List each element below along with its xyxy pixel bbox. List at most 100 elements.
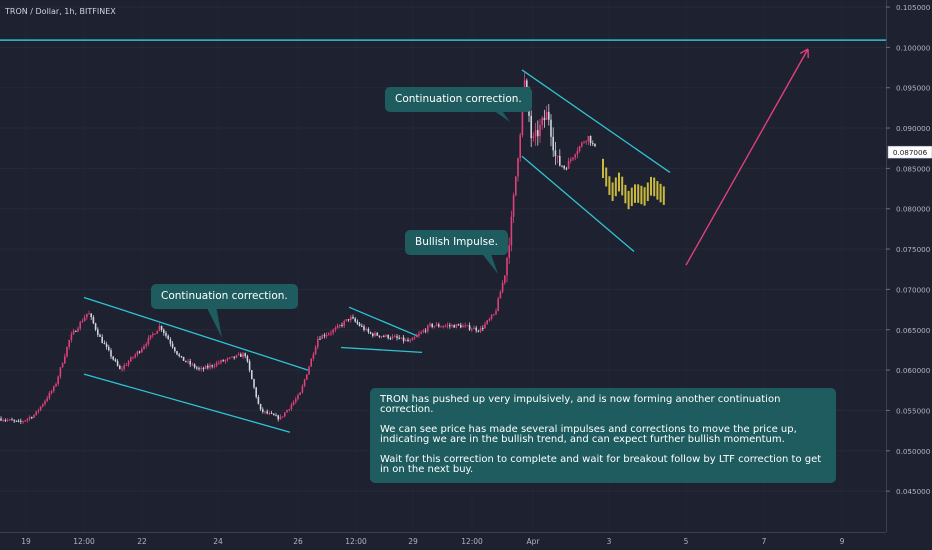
candle-body bbox=[497, 298, 499, 311]
y-tick-label: 0.085000 bbox=[896, 164, 931, 173]
projection-bar bbox=[621, 176, 624, 196]
x-tick-label: 12:00 bbox=[345, 537, 367, 546]
candle-body bbox=[330, 332, 332, 334]
candle-body bbox=[321, 335, 323, 339]
y-tick-label: 0.045000 bbox=[896, 487, 931, 496]
candle-body bbox=[156, 330, 158, 334]
candle-body bbox=[464, 325, 466, 327]
candle-body bbox=[563, 166, 565, 169]
candle-body bbox=[592, 143, 594, 145]
candle-body bbox=[440, 326, 442, 328]
candle-body bbox=[422, 330, 425, 333]
candle-body bbox=[231, 356, 233, 358]
candle-body bbox=[308, 366, 310, 375]
candle-body bbox=[15, 420, 18, 422]
candle-body bbox=[506, 257, 508, 276]
candle-body bbox=[224, 359, 227, 362]
analysis-note: TRON has pushed up very impulsively, and… bbox=[370, 388, 836, 483]
candle-body bbox=[57, 376, 59, 384]
candle-body bbox=[475, 327, 477, 331]
projection-bar bbox=[618, 172, 620, 192]
candle-body bbox=[121, 368, 123, 370]
candle-body bbox=[515, 176, 517, 196]
candle-body bbox=[193, 364, 196, 368]
candle-body bbox=[576, 151, 579, 155]
candle-body bbox=[187, 361, 189, 363]
candle-body bbox=[242, 353, 244, 357]
candle-body bbox=[75, 330, 77, 332]
candle-body bbox=[589, 135, 592, 144]
third-correction-lower-line bbox=[521, 155, 635, 252]
x-tick-label: 24 bbox=[213, 537, 223, 546]
candle-body bbox=[4, 420, 7, 422]
candle-body bbox=[174, 347, 176, 352]
candle-body bbox=[163, 329, 165, 333]
candle-body bbox=[550, 119, 552, 137]
candle-body bbox=[323, 335, 326, 337]
arrow-head bbox=[799, 48, 809, 55]
candle-body bbox=[79, 322, 81, 329]
candle-body bbox=[554, 150, 557, 157]
candle-body bbox=[207, 365, 209, 368]
candle-body bbox=[189, 361, 191, 365]
candle-body bbox=[493, 314, 495, 316]
candle-body bbox=[495, 310, 497, 315]
candle-body bbox=[55, 383, 57, 387]
projection-bar bbox=[614, 177, 617, 197]
candle-body bbox=[35, 411, 37, 415]
candle-body bbox=[400, 337, 403, 339]
candle-body bbox=[462, 325, 464, 328]
candle-body bbox=[110, 350, 112, 357]
candle-body bbox=[468, 325, 471, 330]
candle-body bbox=[567, 160, 570, 169]
y-tick-label: 0.060000 bbox=[896, 366, 931, 375]
candle-body bbox=[259, 403, 262, 410]
candle-body bbox=[279, 416, 282, 420]
candle-body bbox=[44, 400, 46, 405]
candle-body bbox=[301, 385, 304, 393]
candle-body bbox=[26, 418, 29, 421]
candle-body bbox=[11, 419, 13, 421]
candle-body bbox=[420, 332, 422, 334]
candle-body bbox=[519, 134, 521, 159]
candle-body bbox=[286, 410, 288, 413]
candle-body bbox=[123, 365, 125, 369]
x-tick-label: 9 bbox=[840, 537, 845, 546]
projection-bar bbox=[659, 183, 662, 203]
candle-body bbox=[449, 325, 451, 327]
candle-body bbox=[176, 351, 178, 355]
candle-body bbox=[198, 368, 200, 370]
candle-body bbox=[59, 367, 62, 377]
first-correction-lower-line bbox=[83, 373, 291, 433]
candle-body bbox=[583, 142, 585, 144]
candle-body bbox=[13, 420, 15, 422]
candle-body bbox=[354, 318, 356, 322]
candle-body bbox=[116, 361, 119, 366]
y-tick-label: 0.095000 bbox=[896, 84, 931, 93]
candle-body bbox=[178, 354, 180, 357]
candle-body bbox=[332, 329, 334, 333]
candle-body bbox=[517, 158, 519, 177]
candle-body bbox=[273, 413, 275, 416]
candle-body bbox=[138, 351, 141, 353]
price-axis: 0.105000 0.100000 0.095000 0.090000 0.085000… bbox=[886, 3, 931, 496]
candle-body bbox=[537, 130, 539, 137]
candle-body bbox=[292, 402, 295, 405]
candle-body bbox=[50, 390, 53, 393]
candle-body bbox=[53, 386, 55, 391]
candle-body bbox=[204, 365, 207, 369]
candle-body bbox=[488, 318, 491, 321]
candle-body bbox=[218, 362, 220, 364]
candle-body bbox=[77, 328, 79, 332]
projection-bar bbox=[662, 186, 665, 205]
candle-body bbox=[97, 329, 99, 335]
candle-body bbox=[416, 335, 418, 338]
candle-body bbox=[152, 334, 154, 336]
candle-body bbox=[112, 356, 114, 360]
candle-body bbox=[325, 334, 328, 337]
candle-body bbox=[398, 337, 400, 339]
candle-body bbox=[240, 354, 242, 357]
candle-body bbox=[438, 324, 440, 327]
candle-body bbox=[457, 324, 460, 326]
callout-continuation-1: Continuation correction. bbox=[151, 284, 298, 309]
